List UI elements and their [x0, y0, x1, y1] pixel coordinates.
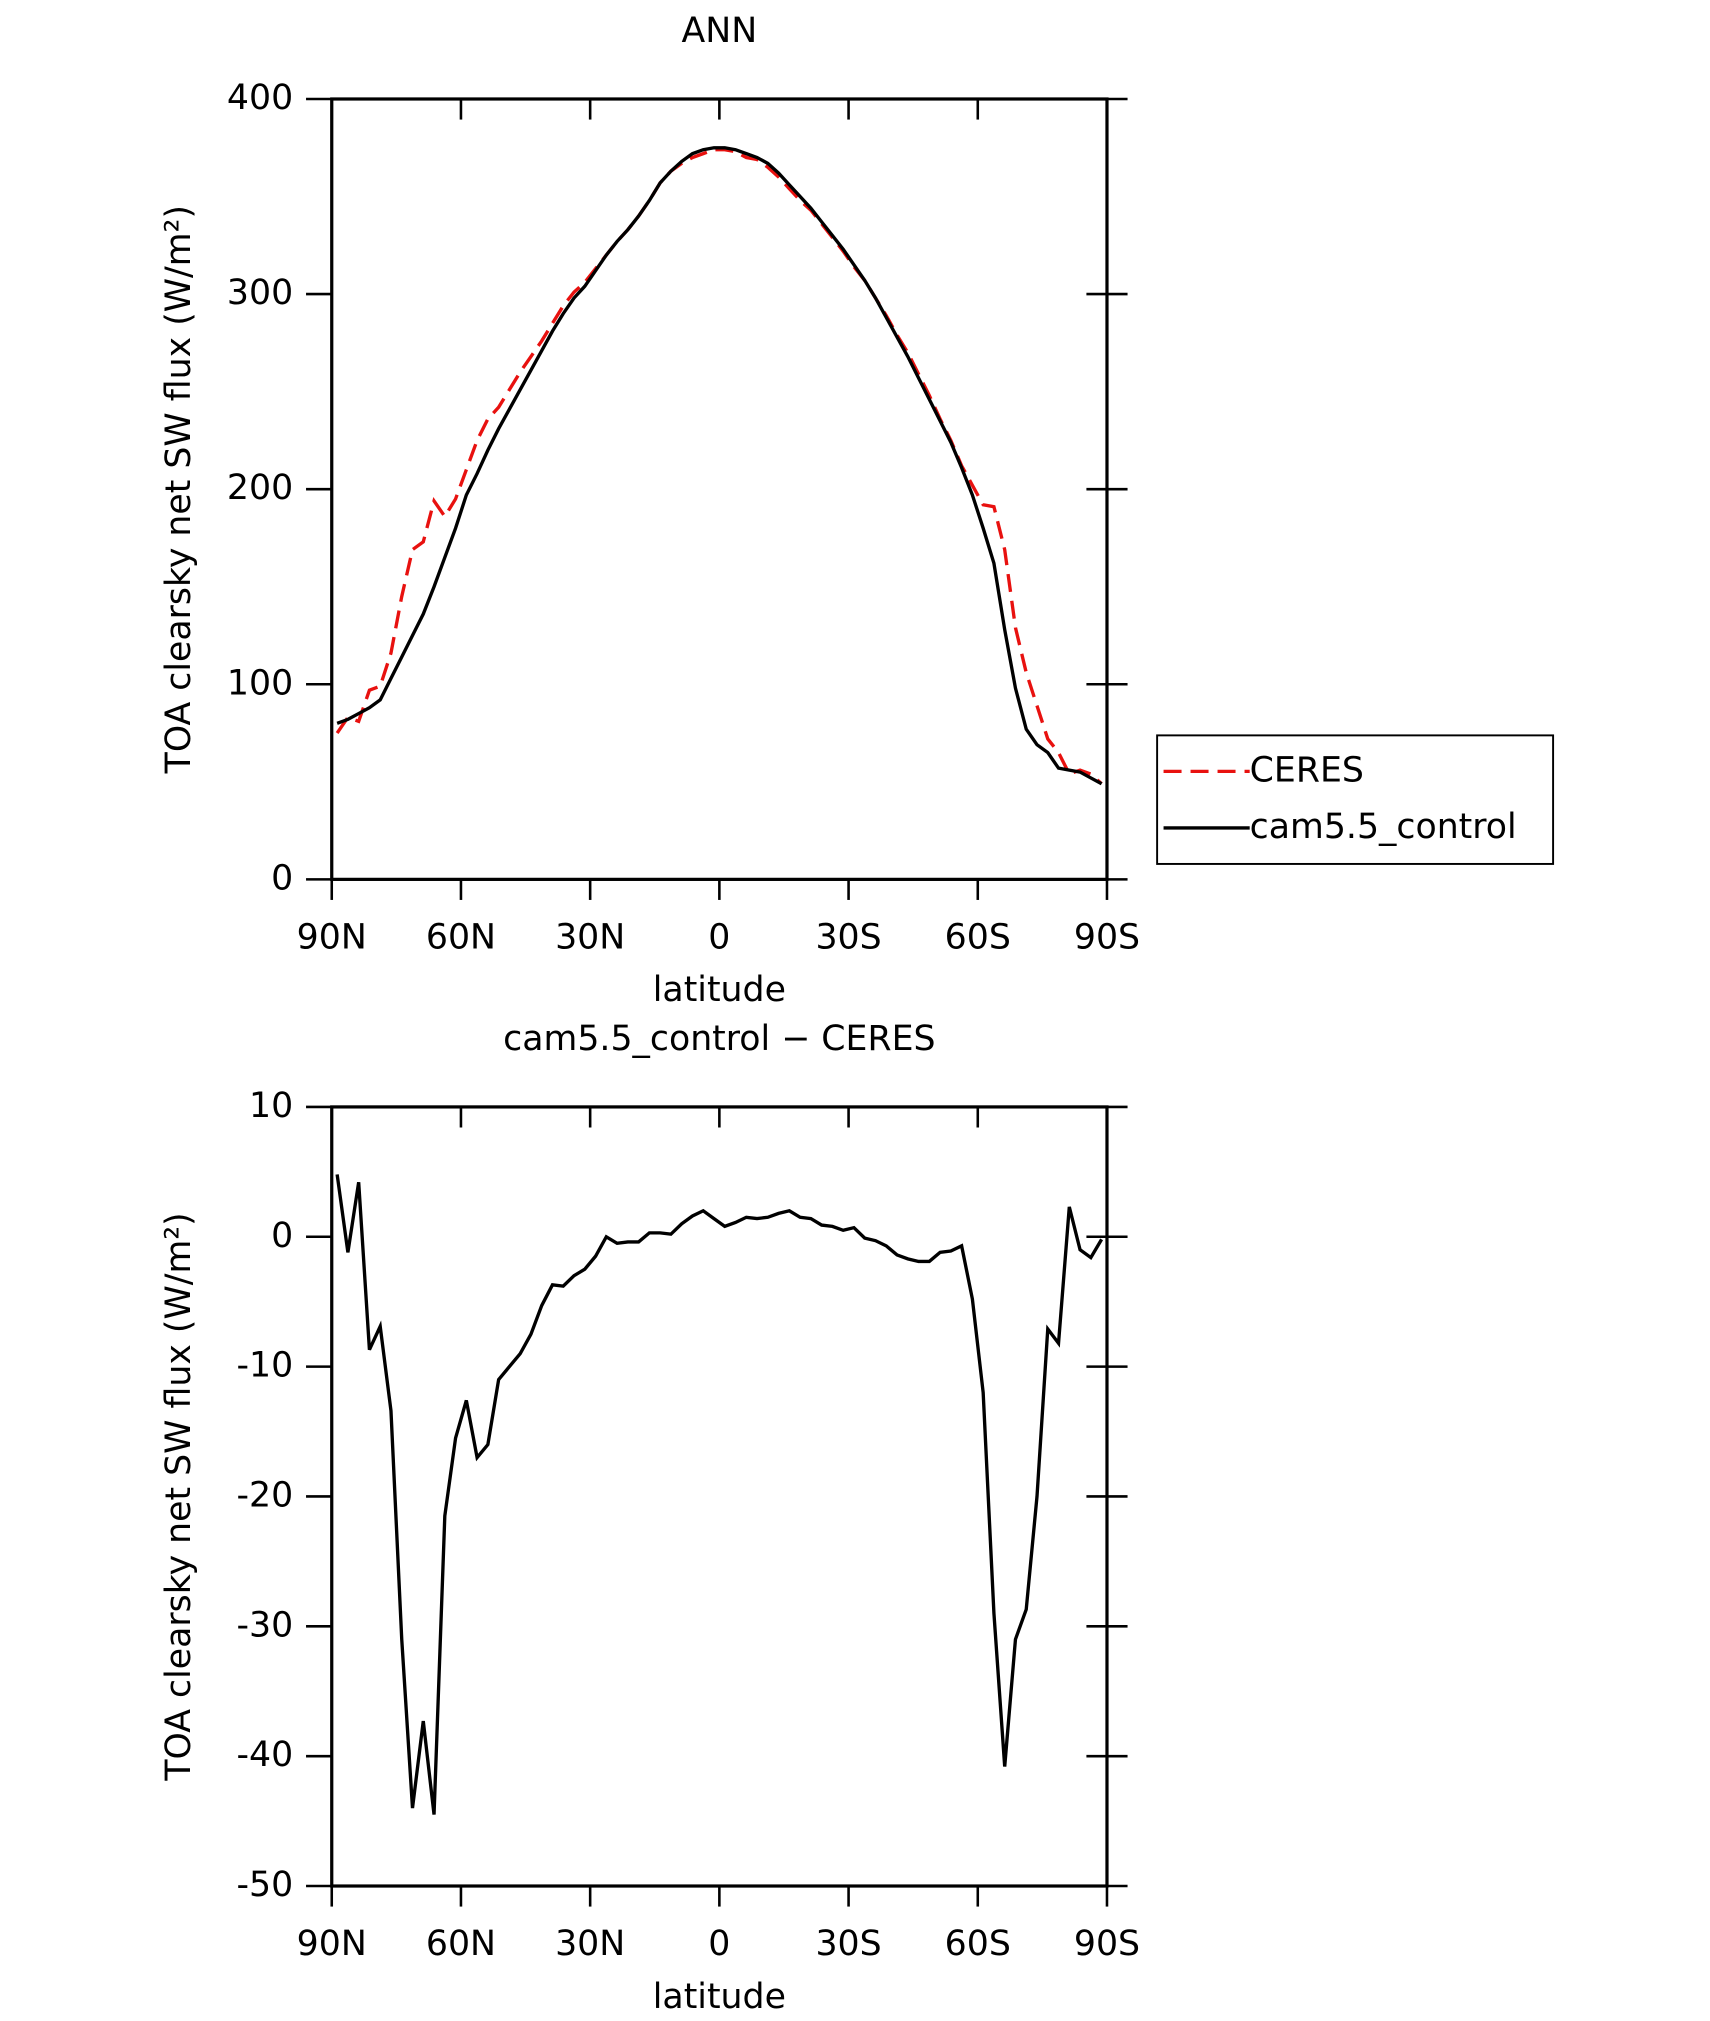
- y-tick-label: 400: [227, 78, 293, 118]
- x-axis-label: latitude: [653, 1977, 786, 2017]
- data-line: [335, 148, 1103, 786]
- x-tick-label: 90N: [297, 1924, 367, 1964]
- y-tick-label: -50: [236, 1865, 293, 1905]
- y-tick-label: -10: [236, 1346, 293, 1386]
- y-tick-label: -20: [236, 1475, 293, 1515]
- y-tick-label: 10: [249, 1086, 293, 1126]
- y-tick-label: 100: [227, 663, 293, 703]
- chart-title: ANN: [682, 11, 758, 51]
- y-axis-label: TOA clearsky net SW flux (W/m²): [159, 205, 199, 774]
- x-tick-label: 60S: [945, 1924, 1011, 1964]
- x-tick-label: 30N: [555, 918, 625, 958]
- y-tick-label: 200: [227, 468, 293, 508]
- x-tick-label: 0: [708, 1924, 730, 1964]
- data-line: [335, 1174, 1104, 1815]
- x-tick-label: 30S: [815, 1924, 881, 1964]
- legend-label: cam5.5_control: [1250, 807, 1517, 847]
- x-tick-label: 60N: [426, 918, 496, 958]
- x-tick-label: 60S: [945, 918, 1011, 958]
- data-line: [336, 146, 1103, 786]
- plot-frame: [330, 97, 1109, 881]
- x-tick-label: 30N: [555, 1924, 625, 1964]
- chart-title: cam5.5_control − CERES: [503, 1019, 935, 1059]
- x-tick-label: 0: [708, 918, 730, 958]
- legend-box: [1156, 734, 1555, 865]
- legend-label: CERES: [1250, 750, 1364, 790]
- x-tick-label: 90N: [297, 918, 367, 958]
- y-tick-label: 0: [271, 1216, 293, 1256]
- x-axis-label: latitude: [653, 970, 786, 1010]
- x-tick-label: 90S: [1074, 918, 1140, 958]
- y-tick-label: 300: [227, 273, 293, 313]
- y-tick-label: 0: [271, 858, 293, 898]
- x-tick-label: 90S: [1074, 1924, 1140, 1964]
- y-axis-label: TOA clearsky net SW flux (W/m²): [159, 1212, 199, 1781]
- x-tick-label: 60N: [426, 1924, 496, 1964]
- y-tick-label: -30: [236, 1605, 293, 1645]
- x-tick-label: 30S: [815, 918, 881, 958]
- y-tick-label: -40: [236, 1735, 293, 1775]
- plot-frame: [330, 1105, 1109, 1888]
